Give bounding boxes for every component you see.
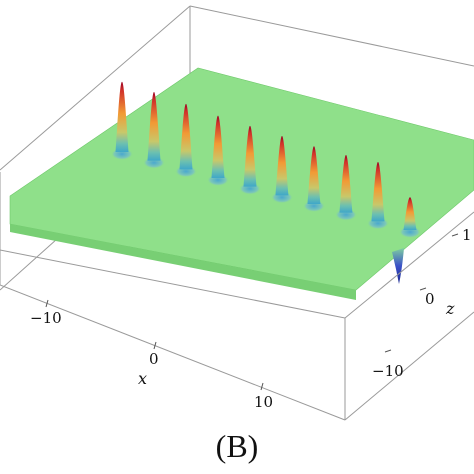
- surface-plane-front-face: [10, 224, 356, 300]
- z-axis-label: z: [445, 299, 455, 318]
- x-axis-ticks: [45, 299, 264, 391]
- peaks-group: [111, 81, 421, 238]
- peak: [211, 115, 225, 178]
- peak: [371, 162, 385, 222]
- peak: [179, 103, 193, 170]
- z-tick-label: 1: [462, 226, 472, 244]
- peak: [275, 136, 289, 196]
- peak: [115, 81, 129, 152]
- x-tick-label: −10: [30, 309, 62, 327]
- peak: [243, 125, 257, 187]
- figure-caption: (B): [215, 428, 259, 464]
- x-tick-label: 0: [149, 350, 159, 368]
- box-front-edges: [0, 172, 474, 421]
- z-axis-ticks: [384, 233, 459, 353]
- z-tick-label: 0: [425, 290, 435, 308]
- peak: [147, 92, 161, 161]
- peak: [403, 197, 417, 230]
- z-tick-label: −10: [372, 362, 404, 380]
- peak: [339, 154, 353, 213]
- x-axis-label: x: [138, 369, 147, 388]
- peak: [307, 146, 321, 204]
- surface-trough: [392, 248, 404, 284]
- x-tick-label: 10: [254, 393, 273, 411]
